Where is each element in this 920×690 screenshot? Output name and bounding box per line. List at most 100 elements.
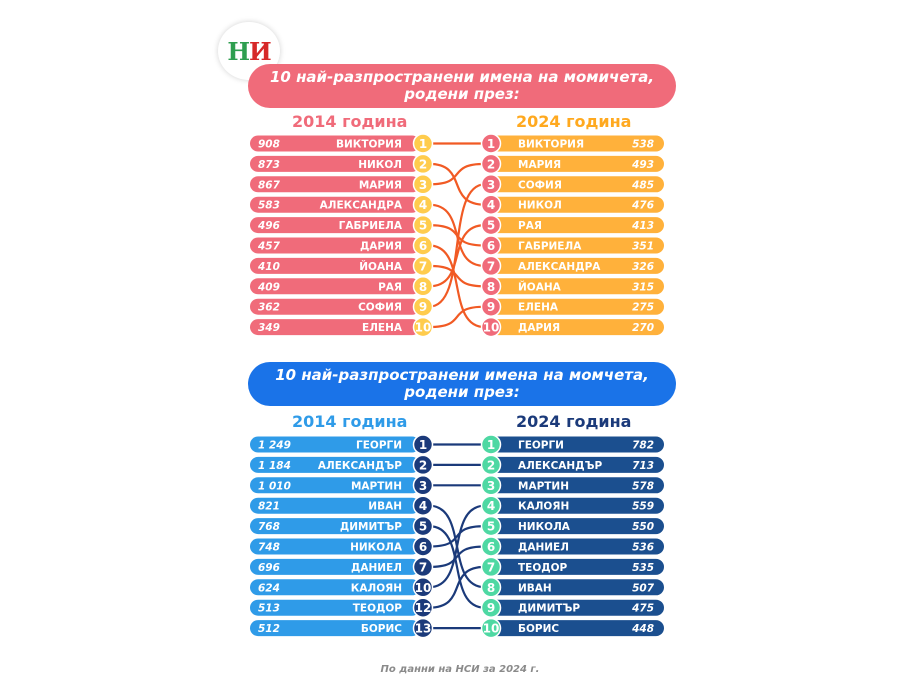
boys-line-7 bbox=[428, 545, 486, 568]
girls-right-bar-10 bbox=[486, 319, 664, 336]
girls-left-rank-8: 8 bbox=[419, 280, 427, 294]
boys-right-rank-circle-2 bbox=[480, 454, 502, 476]
girls-left-bar-2 bbox=[250, 155, 420, 172]
boys-right-value-7: 535 bbox=[632, 562, 654, 574]
girls-right-name-3: СОФИЯ bbox=[518, 179, 562, 191]
boys-left-rank-circle-6 bbox=[412, 536, 434, 557]
girls-left-name-1: ВИКТОРИЯ bbox=[336, 139, 402, 151]
girls-left-bar-8 bbox=[250, 278, 420, 295]
boys-right-name-3: МАРТИН bbox=[518, 480, 569, 492]
girls-left-value-10: 349 bbox=[258, 322, 280, 334]
girls-right-name-7: АЛЕКСАНДРА bbox=[518, 261, 601, 273]
girls-right-value-9: 275 bbox=[632, 302, 654, 314]
girls-right-name-8: ЙОАНА bbox=[518, 280, 562, 293]
girls-left-bar-1 bbox=[250, 135, 420, 152]
girls-left-rank-circle-9 bbox=[412, 296, 434, 317]
boys-right-rank-circle-9 bbox=[480, 597, 502, 618]
nsi-logo: НИ bbox=[218, 22, 280, 80]
girls-title-line-2: родени през: bbox=[404, 85, 520, 103]
girls-left-rank-circle-8 bbox=[412, 276, 434, 297]
girls-right-rank-4: 4 bbox=[487, 198, 495, 212]
girls-left-rank-2: 2 bbox=[419, 157, 427, 171]
boys-right-rank-6: 6 bbox=[487, 540, 495, 554]
girls-right-rank-6: 6 bbox=[487, 239, 495, 253]
boys-left-rank-circle-2 bbox=[412, 454, 434, 476]
girls-connector-lines bbox=[428, 142, 486, 329]
girls-left-value-8: 409 bbox=[257, 281, 280, 293]
girls-line-3 bbox=[428, 162, 486, 186]
girls-left-rank-10: 10 bbox=[415, 321, 432, 335]
boys-right-value-8: 507 bbox=[632, 582, 655, 594]
boys-left-rank-7: 7 bbox=[419, 560, 427, 574]
boys-left-value-3: 1 010 bbox=[258, 480, 291, 492]
boys-left-name-8: КАЛОЯН bbox=[351, 582, 402, 594]
boys-connector-lines bbox=[428, 443, 486, 630]
girls-line-9 bbox=[428, 183, 486, 308]
boys-right-bar-7 bbox=[486, 558, 664, 575]
girls-right-bar-3 bbox=[486, 176, 664, 193]
girls-title-banner: 10 най-разпространени имена на момичета,… bbox=[248, 64, 676, 108]
boys-left-rank-circle-10 bbox=[412, 617, 434, 639]
girls-right-rank-5: 5 bbox=[487, 219, 495, 233]
boys-left-rank-9: 12 bbox=[415, 601, 432, 615]
boys-right-bar-2 bbox=[486, 456, 664, 473]
girls-left-value-7: 410 bbox=[257, 261, 280, 273]
boys-right-rank-circle-3 bbox=[480, 475, 502, 496]
logo-text: НИ bbox=[218, 37, 280, 66]
girls-right-rank-8: 8 bbox=[487, 280, 495, 294]
boys-left-name-7: ДАНИЕЛ bbox=[351, 562, 402, 574]
girls-left-rank-6: 6 bbox=[419, 239, 427, 253]
girls-right-year-header: 2024 година bbox=[516, 112, 632, 131]
girls-left-rank-4: 4 bbox=[419, 198, 427, 212]
boys-right-name-9: ДИМИТЪР bbox=[518, 603, 580, 615]
boys-right-name-7: ТЕОДОР bbox=[518, 562, 568, 574]
boys-right-value-9: 475 bbox=[631, 603, 654, 615]
girls-left-rank-1: 1 bbox=[419, 137, 427, 151]
girls-right-name-5: РАЯ bbox=[518, 220, 542, 232]
boys-right-value-1: 782 bbox=[632, 440, 654, 452]
boys-left-rank-3: 3 bbox=[419, 479, 427, 493]
boys-right-rank-1: 1 bbox=[487, 438, 495, 452]
girls-right-bar-5 bbox=[486, 217, 664, 234]
boys-left-bar-4 bbox=[250, 497, 420, 514]
boys-right-name-10: БОРИС bbox=[518, 623, 559, 635]
girls-right-rank-circle-10 bbox=[480, 316, 502, 338]
boys-right-rank-circle-5 bbox=[480, 515, 502, 537]
boys-right-rank-8: 8 bbox=[487, 581, 495, 595]
girls-right-rank-circle-9 bbox=[480, 296, 502, 317]
girls-right-value-4: 476 bbox=[631, 200, 654, 212]
boys-left-value-1: 1 249 bbox=[258, 440, 291, 452]
girls-left-rank-circle-3 bbox=[412, 174, 434, 195]
boys-right-bar-3 bbox=[486, 477, 664, 494]
boys-left-rank-circle-7 bbox=[412, 556, 434, 578]
girls-left-value-2: 873 bbox=[258, 159, 280, 171]
boys-right-bar-8 bbox=[486, 579, 664, 596]
boys-left-rank-1: 1 bbox=[419, 438, 427, 452]
girls-left-year-header: 2014 година bbox=[292, 112, 408, 131]
boys-left-value-10: 512 bbox=[258, 623, 280, 635]
girls-left-name-8: РАЯ bbox=[378, 281, 402, 293]
girls-left-bar-10 bbox=[250, 319, 420, 336]
boys-right-name-5: НИКОЛА bbox=[518, 521, 571, 533]
boys-left-rank-circle-3 bbox=[412, 475, 434, 496]
girls-right-bar-4 bbox=[486, 196, 664, 213]
boys-title-line-1: 10 най-разпространени имена на момчета, bbox=[275, 366, 649, 384]
girls-line-6 bbox=[428, 244, 486, 329]
girls-right-rank-circle-2 bbox=[480, 153, 502, 175]
boys-right-name-8: ИВАН bbox=[518, 582, 552, 594]
girls-left-bar-9 bbox=[250, 298, 420, 315]
girls-left-value-5: 496 bbox=[257, 220, 280, 232]
boys-left-value-4: 821 bbox=[258, 501, 280, 513]
girls-left-rank-circle-5 bbox=[412, 214, 434, 236]
boys-right-rank-circle-4 bbox=[480, 495, 502, 516]
boys-right-name-4: КАЛОЯН bbox=[518, 501, 569, 513]
girls-right-value-1: 538 bbox=[632, 139, 654, 151]
girls-left-value-3: 867 bbox=[258, 179, 281, 191]
girls-line-10 bbox=[428, 305, 486, 329]
girls-line-2 bbox=[428, 162, 486, 206]
boys-left-rank-5: 5 bbox=[419, 520, 427, 534]
girls-left-bar-7 bbox=[250, 257, 420, 274]
boys-left-bar-5 bbox=[250, 518, 420, 535]
boys-left-rank-circle-9 bbox=[412, 597, 434, 618]
girls-right-bar-9 bbox=[486, 298, 664, 315]
